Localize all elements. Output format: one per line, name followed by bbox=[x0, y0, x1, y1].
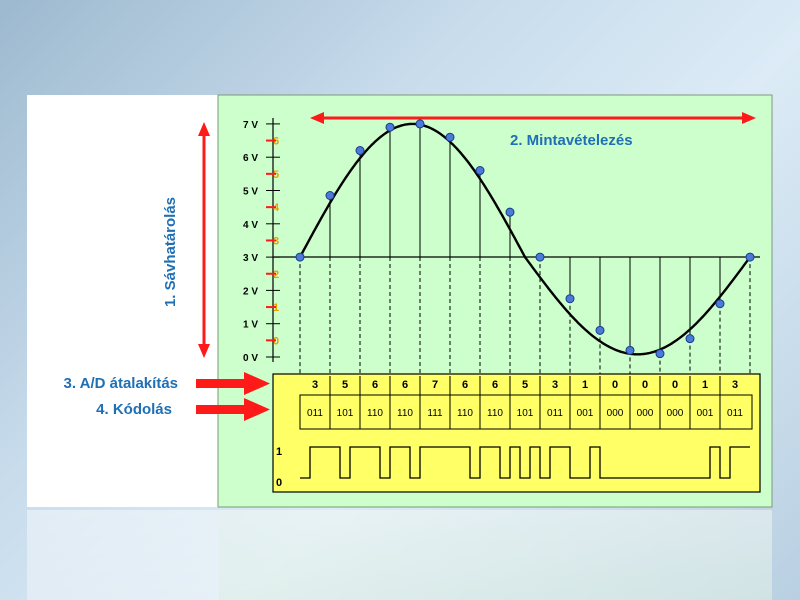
quant-level-label: 0 bbox=[273, 335, 279, 347]
sample-dot bbox=[505, 207, 515, 217]
sample-dot bbox=[355, 146, 365, 156]
sample-dot bbox=[445, 132, 455, 142]
y-tick-label: 5 V bbox=[243, 187, 258, 198]
quant-level-label: 5 bbox=[273, 169, 279, 181]
y-tick-label: 2 V bbox=[243, 286, 258, 297]
binary-code: 001 bbox=[697, 408, 714, 419]
sample-dot bbox=[565, 294, 575, 304]
quant-level-label: 1 bbox=[273, 302, 279, 314]
sample-dot bbox=[325, 190, 335, 200]
digital-signal bbox=[300, 446, 750, 479]
sample-dot bbox=[715, 299, 725, 309]
digital-low-label: 0 bbox=[276, 477, 282, 489]
quant-level-label: 4 bbox=[273, 202, 280, 214]
quantized-value: 1 bbox=[582, 379, 588, 391]
sampling-label: 2. Mintavételezés bbox=[510, 132, 633, 149]
sample-dot bbox=[385, 122, 395, 132]
binary-code: 011 bbox=[307, 408, 323, 419]
sample-dot bbox=[625, 345, 635, 355]
binary-code: 110 bbox=[487, 408, 503, 419]
binary-code: 101 bbox=[337, 408, 354, 419]
binary-code: 011 bbox=[727, 408, 743, 419]
quant-level-label: 6 bbox=[273, 136, 279, 148]
quantized-value: 7 bbox=[432, 379, 438, 391]
binary-code: 110 bbox=[397, 408, 413, 419]
coding-label: 4. Kódolás bbox=[96, 401, 172, 418]
quantized-value: 0 bbox=[612, 379, 618, 391]
quantized-value: 0 bbox=[672, 379, 678, 391]
binary-code: 000 bbox=[637, 408, 654, 419]
sample-dot bbox=[295, 252, 305, 262]
table-cells: 3011510161106110711161106110510130111001… bbox=[307, 376, 743, 429]
y-tick-label: 6 V bbox=[243, 153, 258, 164]
digital-high-label: 1 bbox=[276, 446, 282, 458]
quantized-value: 3 bbox=[732, 379, 738, 391]
binary-code: 001 bbox=[577, 408, 594, 419]
sample-dot bbox=[745, 252, 755, 262]
coding-table bbox=[272, 373, 761, 493]
sampling-arrow bbox=[310, 112, 756, 124]
sample-dot bbox=[535, 252, 545, 262]
sample-dot bbox=[655, 349, 665, 359]
sample-lines bbox=[299, 123, 751, 374]
bandlimit-arrow bbox=[198, 122, 210, 358]
sample-points bbox=[295, 119, 755, 359]
quantized-value: 6 bbox=[492, 379, 498, 391]
y-tick-label: 4 V bbox=[243, 220, 258, 231]
quantized-value: 5 bbox=[522, 379, 528, 391]
quant-level-label: 3 bbox=[273, 235, 279, 247]
sample-dot bbox=[475, 166, 485, 176]
binary-code: 000 bbox=[607, 408, 624, 419]
binary-code: 110 bbox=[457, 408, 473, 419]
analog-signal-curve bbox=[298, 122, 751, 356]
white-panel bbox=[27, 95, 219, 507]
quantized-value: 0 bbox=[642, 379, 648, 391]
y-tick-label: 1 V bbox=[243, 320, 258, 331]
bandlimit-label: 1. Sávhatárolás bbox=[162, 197, 179, 307]
ad-convert-arrow bbox=[196, 372, 270, 395]
quantized-value: 1 bbox=[702, 379, 708, 391]
y-tick-label: 0 V bbox=[243, 353, 258, 364]
slide-reflection bbox=[27, 510, 772, 600]
y-axis-ticks: 7 V 6 V 5 V 4 V 3 V 2 V 1 V 0 V 6 5 4 3 2 1 0 bbox=[243, 120, 280, 364]
quantized-value: 6 bbox=[372, 379, 378, 391]
quantized-value: 6 bbox=[402, 379, 408, 391]
quantized-value: 3 bbox=[312, 379, 318, 391]
quantized-value: 6 bbox=[462, 379, 468, 391]
quant-level-label: 2 bbox=[273, 269, 279, 281]
sample-dot bbox=[415, 119, 425, 129]
coding-arrow bbox=[196, 398, 270, 421]
sample-dot bbox=[595, 325, 605, 335]
y-tick-label: 7 V bbox=[243, 120, 258, 131]
ad-convert-label: 3. A/D átalakítás bbox=[64, 375, 179, 392]
codes-row bbox=[299, 394, 753, 430]
quantized-value: 3 bbox=[552, 379, 558, 391]
binary-code: 011 bbox=[547, 408, 563, 419]
binary-code: 101 bbox=[517, 408, 534, 419]
quantized-value: 5 bbox=[342, 379, 348, 391]
y-tick-label: 3 V bbox=[243, 253, 258, 264]
sample-dot bbox=[685, 334, 695, 344]
binary-code: 110 bbox=[367, 408, 383, 419]
binary-code: 111 bbox=[427, 408, 443, 419]
binary-code: 000 bbox=[667, 408, 684, 419]
